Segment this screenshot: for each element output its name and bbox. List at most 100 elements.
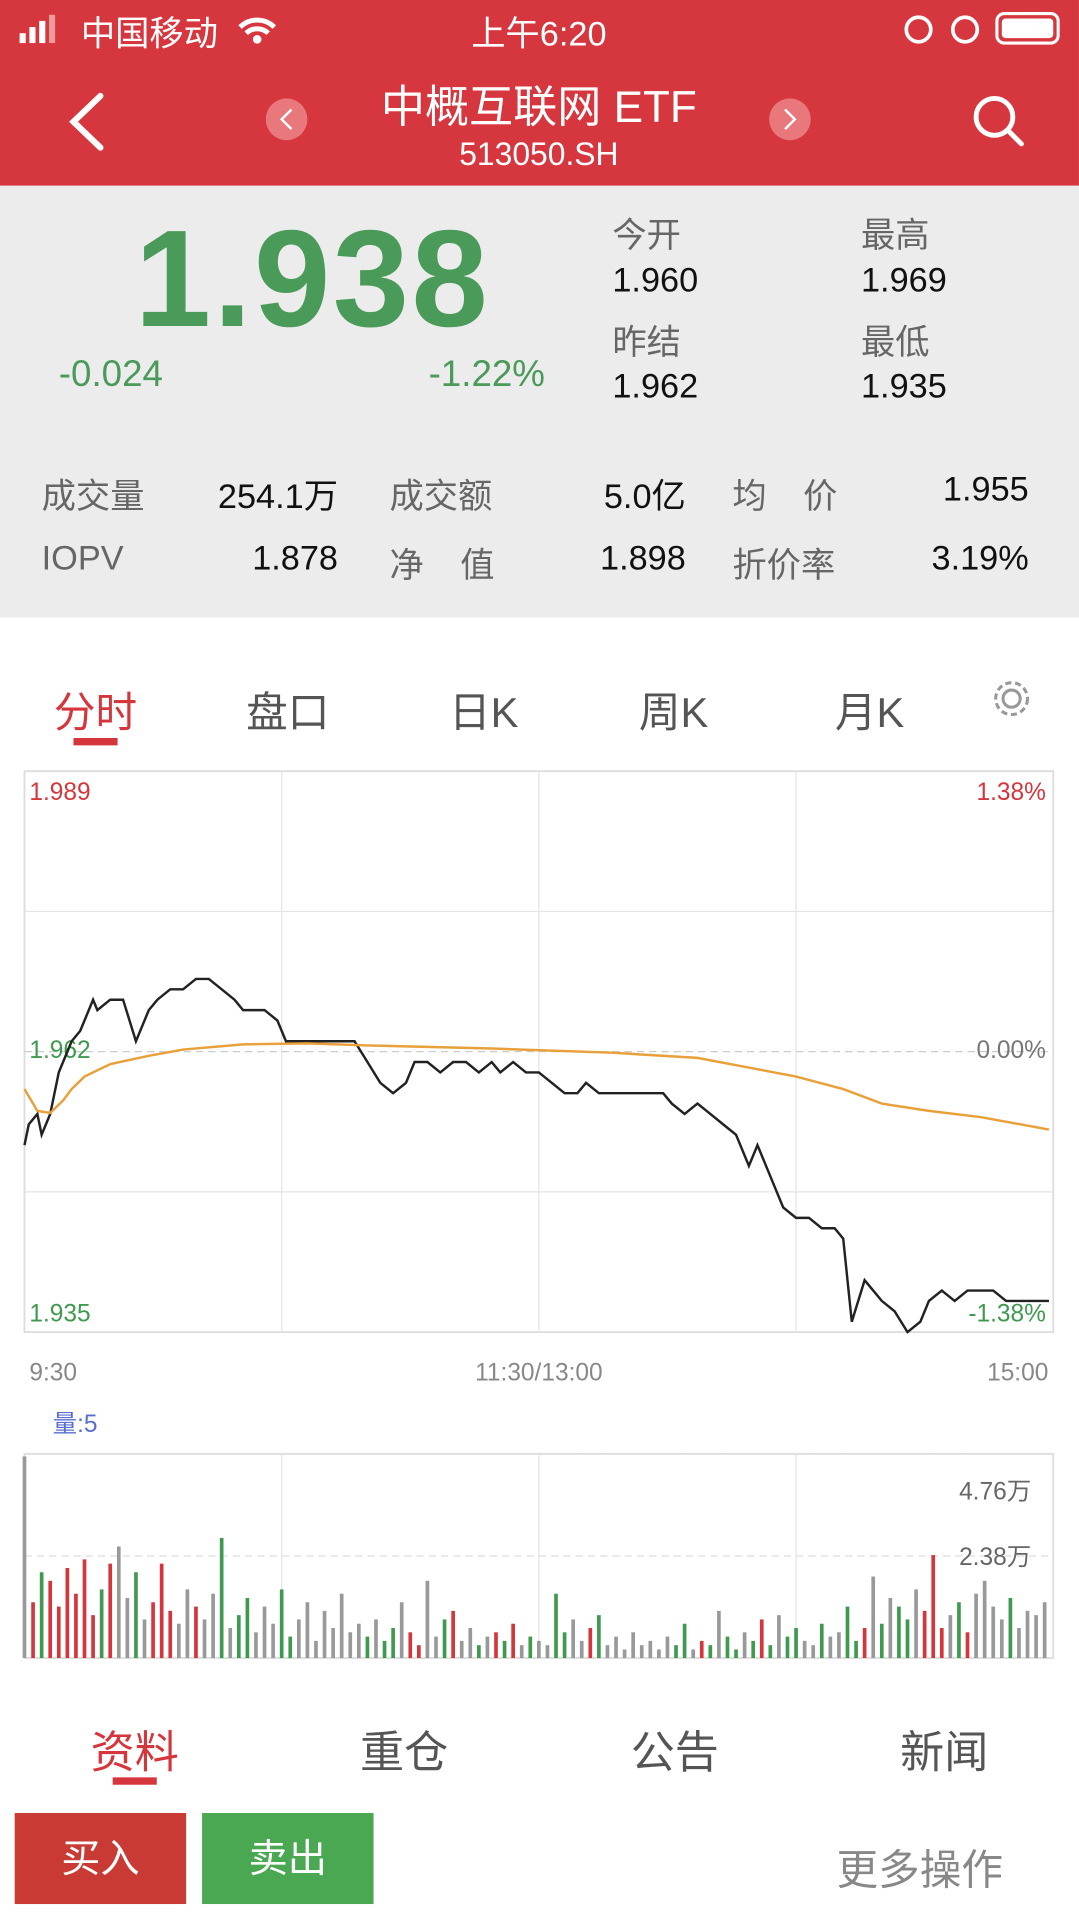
y-tick-label: 1.989	[29, 779, 90, 806]
volume-bar	[134, 1572, 138, 1659]
volume-bar	[905, 1619, 910, 1659]
chart-tab[interactable]: 周K	[638, 690, 709, 737]
volume-bar	[48, 1580, 53, 1659]
stat-value: 3.19%	[931, 538, 1029, 577]
volume-bar	[931, 1555, 936, 1659]
volume-bar	[554, 1593, 558, 1659]
chart-tab[interactable]: 月K	[834, 690, 905, 737]
volume-bar	[296, 1619, 301, 1659]
volume-bar	[485, 1636, 490, 1659]
stat-value: 5.0亿	[603, 477, 686, 516]
last-price: 1.938	[134, 201, 491, 356]
y2-tick-label: 1.38%	[976, 779, 1045, 806]
chart-tab[interactable]: 分时	[53, 690, 138, 737]
volume-bar	[459, 1640, 464, 1659]
volume-bar	[468, 1628, 473, 1659]
volume-bar	[759, 1619, 764, 1659]
volume-bar	[965, 1632, 970, 1659]
volume-bar	[211, 1593, 215, 1659]
next-button[interactable]	[769, 98, 811, 141]
volume-bar	[236, 1615, 241, 1659]
volume-bar	[82, 1559, 87, 1659]
price-change-pct: -1.22%	[428, 354, 545, 395]
prev-button[interactable]	[265, 98, 308, 141]
volume-bar	[254, 1632, 258, 1659]
volume-bar	[802, 1640, 807, 1659]
volume-bar	[717, 1610, 721, 1659]
volume-bar	[1025, 1610, 1030, 1659]
volume-bar	[682, 1623, 687, 1659]
volume-bar	[357, 1623, 361, 1659]
volume-bar	[1042, 1602, 1047, 1659]
quote-panel	[0, 185, 1079, 618]
price-change: -0.024	[58, 354, 163, 395]
volume-bar	[279, 1589, 284, 1659]
stat-label: 均 价	[732, 477, 838, 516]
y2-tick-label: 0.00%	[976, 1037, 1045, 1064]
volume-bar	[374, 1619, 378, 1659]
stat-label: IOPV	[41, 538, 124, 577]
volume-bar	[331, 1628, 335, 1659]
more-actions[interactable]: 更多操作	[836, 1847, 1004, 1895]
field-value: 1.960	[612, 260, 699, 299]
volume-bar	[657, 1649, 661, 1659]
buy-button[interactable]: 买入	[14, 1813, 187, 1905]
y-tick-label: 4.76万	[959, 1479, 1031, 1506]
y-tick-label: 1.935	[29, 1300, 90, 1327]
fund-code: 513050.SH	[459, 135, 619, 173]
field-label: 最高	[860, 216, 930, 255]
header-bar	[0, 0, 1079, 186]
volume-bar	[614, 1636, 618, 1659]
field-value: 1.962	[612, 366, 699, 405]
tab-indicator	[112, 1777, 157, 1785]
settings-button[interactable]	[990, 677, 1034, 721]
volume-bar	[897, 1606, 901, 1659]
back-button[interactable]	[69, 92, 104, 151]
sell-button[interactable]: 卖出	[202, 1813, 374, 1905]
volume-bar	[399, 1602, 404, 1659]
volume-bar	[631, 1632, 636, 1659]
volume-bar	[31, 1602, 35, 1659]
volume-bar	[365, 1636, 370, 1659]
volume-bar	[699, 1640, 704, 1659]
volume-bar	[511, 1623, 515, 1659]
field-value: 1.969	[860, 260, 947, 299]
volume-bar	[65, 1567, 70, 1659]
y-tick-label: 1.962	[29, 1037, 90, 1064]
volume-bar	[785, 1636, 790, 1659]
chart-tab[interactable]: 盘口	[246, 690, 330, 737]
info-tab[interactable]: 新闻	[900, 1726, 989, 1778]
x-tick-label: 15:00	[987, 1359, 1048, 1386]
volume-bar	[879, 1623, 884, 1659]
volume-bar	[314, 1640, 318, 1659]
volume-bar	[742, 1632, 747, 1659]
tab-indicator	[73, 738, 118, 746]
volume-bar	[862, 1628, 867, 1659]
price-line	[23, 977, 1049, 1334]
volume-bar	[168, 1610, 173, 1659]
volume-bar	[571, 1619, 575, 1659]
info-tab[interactable]: 重仓	[360, 1726, 449, 1778]
volume-bar	[382, 1640, 387, 1659]
volume-bar	[116, 1546, 121, 1659]
chart-tab[interactable]: 日K	[449, 690, 519, 737]
fund-title: 中概互联网 ETF	[380, 81, 697, 132]
info-tab[interactable]: 资料	[90, 1726, 179, 1778]
info-tab[interactable]: 公告	[630, 1726, 719, 1778]
field-label: 最低	[860, 323, 930, 362]
volume-bar	[768, 1645, 773, 1659]
volume-bar	[22, 1456, 27, 1659]
volume-bar	[537, 1640, 541, 1659]
volume-bar	[39, 1572, 44, 1659]
volume-bar	[91, 1615, 95, 1659]
volume-bar	[991, 1606, 996, 1659]
search-button[interactable]	[973, 95, 1016, 138]
volume-bar	[974, 1593, 978, 1659]
volume-bar	[734, 1649, 738, 1659]
carrier: 中国移动	[80, 14, 219, 53]
volume-bar	[142, 1619, 147, 1659]
volume-bar	[708, 1645, 713, 1659]
price-line	[23, 1042, 1050, 1131]
